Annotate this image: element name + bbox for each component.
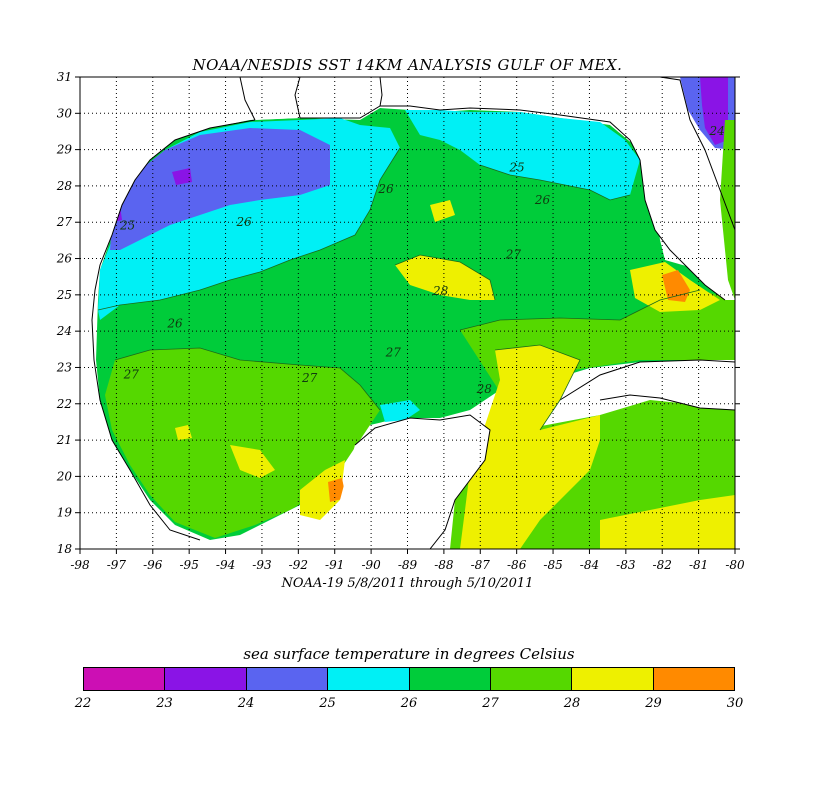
colorbar-label: 22 [74,696,92,711]
contours [97,147,701,431]
map-title: NOAA/NESDIS SST 14KM ANALYSIS GULF OF ME… [192,56,623,74]
colorbar-label: 24 [237,696,255,711]
lon-tick-label: -88 [434,558,454,572]
lat-tick-label: 30 [57,106,73,120]
colorbar-segment [409,668,491,690]
lon-tick-label: -85 [543,558,562,572]
lon-tick-label: -92 [289,558,308,572]
sst-region-25 [110,128,330,250]
land-north [240,77,640,122]
lat-tick-labels: 18 19 20 21 22 23 24 25 26 27 28 29 30 31 [56,70,740,556]
land-cuba [560,360,735,410]
lon-tick-label: -96 [143,558,163,572]
colorbar-segment [246,668,329,690]
lat-tick-label: 20 [56,469,73,483]
lat-tick-label: 22 [56,397,72,411]
land-west [80,77,300,549]
colorbar-segment [653,668,734,690]
contour-labels: 25 26 26 26 26 25 27 28 27 27 27 28 24 [119,124,725,396]
lon-tick-label: -98 [70,558,90,572]
contour-label: 26 [235,215,252,229]
colorbar-segment [84,668,166,690]
coastline [91,77,735,549]
lon-tick-label: -80 [725,558,745,572]
contour-label: 25 [119,218,135,232]
lon-tick-labels: -98 -97 -96 -95 -94 -93 -92 -91 -90 -89 -88 -87 -86 -… [70,549,745,572]
lon-tick-label: -82 [653,558,672,572]
lat-tick-label: 25 [56,288,72,302]
colorbar-segment [165,668,247,690]
colorbar-label: 27 [482,696,499,711]
colorbar-label: 28 [563,696,581,711]
colorbar-segment [490,668,573,690]
contour-label: 28 [476,382,493,396]
lat-tick-label: 18 [57,542,73,556]
lon-tick-label: -94 [216,558,235,572]
colorbar-label: 29 [645,696,662,711]
contour-label: 28 [432,284,449,298]
contour-label: 27 [505,248,522,262]
contour-label: 27 [385,346,402,360]
lat-tick-label: 21 [56,433,72,447]
lat-tick-label: 24 [56,324,72,338]
lon-tick-label: -81 [689,558,708,572]
lon-tick-label: -97 [107,558,127,572]
lon-tick-label: -90 [361,558,381,572]
lon-tick-label: -93 [252,558,272,572]
lon-tick-label: -83 [616,558,636,572]
lon-tick-label: -89 [398,558,418,572]
colorbar-label: 23 [156,696,173,711]
land-florida [610,77,735,300]
lat-tick-label: 26 [56,252,73,266]
colorbar [83,667,735,691]
lon-tick-label: -87 [471,558,491,572]
sst-region-29 [460,345,600,549]
lat-tick-label: 23 [56,360,73,374]
contour-label: 26 [534,193,551,207]
contour-label: 26 [377,182,394,196]
colorbar-label: 25 [319,696,336,711]
colorbar-label: 26 [400,696,418,711]
map-subtitle: NOAA-19 5/8/2011 through 5/10/2011 [281,576,534,591]
lat-tick-label: 31 [57,70,72,84]
colorbar-segment [572,668,654,690]
lon-tick-label: -95 [180,558,199,572]
contour-label: 27 [301,371,318,385]
lat-tick-label: 29 [56,143,73,157]
colorbar-title: sea surface temperature in degrees Celsi… [243,645,575,663]
contour-label: 25 [508,160,524,174]
contour-label: 24 [709,124,725,138]
lat-tick-label: 27 [56,215,73,229]
grid-lines [80,77,735,549]
lon-tick-label: -86 [507,558,527,572]
lon-tick-label: -84 [580,558,599,572]
colorbar-segment [328,668,410,690]
contour-label: 26 [166,317,183,331]
colorbar-label: 30 [726,696,744,711]
land-yucatan [300,415,490,549]
contour-label: 27 [123,367,140,381]
lon-tick-label: -91 [325,558,344,572]
sst-region-24 [700,77,728,145]
lat-tick-label: 19 [57,506,73,520]
lat-tick-label: 28 [56,179,73,193]
